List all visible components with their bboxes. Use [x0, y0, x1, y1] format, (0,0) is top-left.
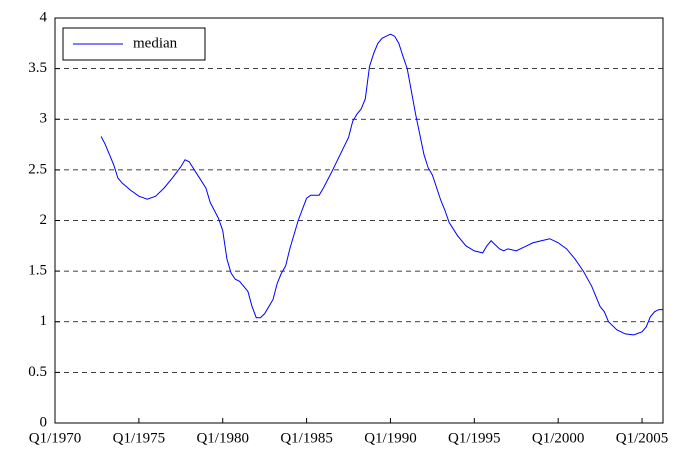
x-tick-label: Q1/1990: [364, 430, 417, 446]
y-tick-label: 1.5: [28, 263, 47, 279]
legend-label: median: [133, 35, 178, 51]
legend: median: [62, 27, 206, 61]
y-tick-label: 3: [40, 111, 48, 127]
y-tick-label: 0: [40, 414, 48, 430]
data-line: [100, 33, 663, 336]
plot-frame: [54, 17, 664, 424]
x-tick-label: Q1/2005: [616, 430, 669, 446]
x-tick-label: Q1/1995: [448, 430, 501, 446]
y-tick-label: 3.5: [28, 60, 47, 76]
y-tick-label: 1: [40, 313, 48, 329]
x-tick-label: Q1/1980: [196, 430, 249, 446]
x-tick-label: Q1/1975: [113, 430, 166, 446]
y-tick-label: 2.5: [28, 161, 47, 177]
y-tick-label: 4: [40, 9, 48, 25]
y-tick-label: 0.5: [28, 364, 47, 380]
x-tick-label: Q1/1970: [29, 430, 82, 446]
y-tick-label: 2: [40, 212, 48, 228]
x-tick-label: Q1/2000: [532, 430, 585, 446]
x-tick-label: Q1/1985: [280, 430, 333, 446]
